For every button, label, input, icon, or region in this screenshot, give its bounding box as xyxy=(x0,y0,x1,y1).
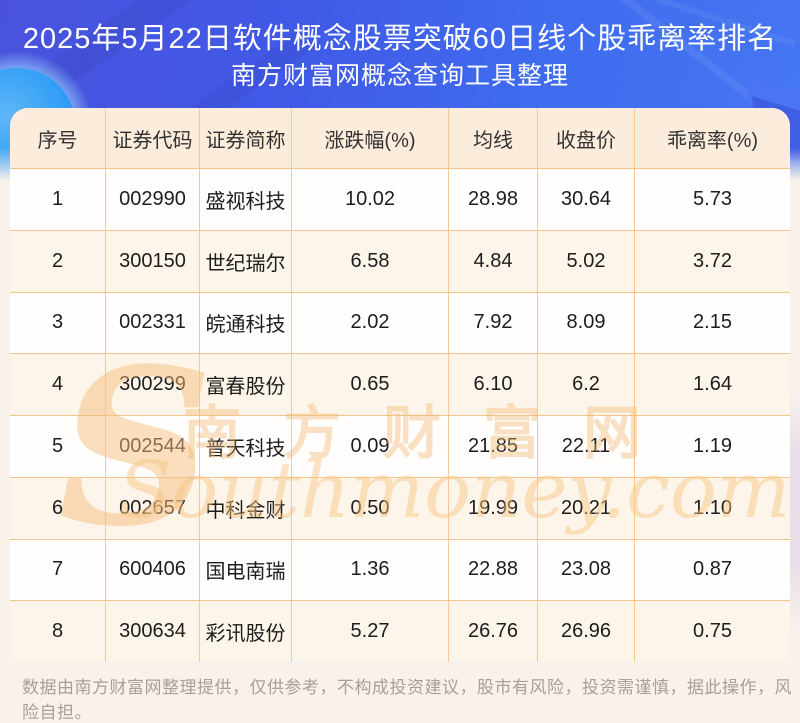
table-cell: 002331 xyxy=(105,292,199,354)
stock-ranking-table: 序号 证券代码 证券简称 涨跌幅(%) 均线 收盘价 乖离率(%) 1 00299… xyxy=(10,108,790,662)
table-cell: 3.72 xyxy=(634,230,790,292)
table-row: 6 002657 中科金财 0.50 19.99 20.21 1.10 xyxy=(10,476,790,539)
table-cell: 21.85 xyxy=(448,416,537,477)
table-cell: 6 xyxy=(51,496,64,519)
title-main: 2025年5月22日软件概念股票突破60日线个股乖离率排名 xyxy=(22,23,778,55)
table-cell: 6.58 xyxy=(291,230,448,292)
header-cell-rank: 序号 xyxy=(37,129,78,152)
table-cell: 30.64 xyxy=(537,169,634,230)
table-row: 3 002331 皖通科技 2.02 7.92 8.09 2.15 xyxy=(10,291,790,354)
table-cell: 0.09 xyxy=(291,416,448,477)
table-cell: 3 xyxy=(51,311,64,334)
table-cell: 600406 xyxy=(105,539,199,601)
table-cell: 1.36 xyxy=(291,539,448,601)
header-cell-code: 证券代码 xyxy=(105,108,199,168)
table-cell: 世纪瑞尔 xyxy=(199,230,291,292)
table-cell: 0.87 xyxy=(634,539,790,601)
table-cell: 7 xyxy=(51,558,64,581)
table-cell: 6.2 xyxy=(537,354,634,415)
table-cell: 002657 xyxy=(105,477,199,539)
table-row: 7 600406 国电南瑞 1.36 22.88 23.08 0.87 xyxy=(10,538,790,601)
table-cell: 5 xyxy=(51,434,64,457)
table-row: 4 300299 富春股份 0.65 6.10 6.2 1.64 xyxy=(10,353,790,415)
header-cell-close: 收盘价 xyxy=(537,108,634,168)
table-cell: 盛视科技 xyxy=(199,169,291,230)
table-cell: 26.76 xyxy=(448,601,537,662)
table-cell: 6.10 xyxy=(448,354,537,415)
table-row: 5 002544 普天科技 0.09 21.85 22.11 1.19 xyxy=(10,415,790,477)
table-cell: 8.09 xyxy=(537,292,634,354)
table-cell: 28.98 xyxy=(448,169,537,230)
table-cell: 8 xyxy=(51,620,64,643)
table-cell: 0.75 xyxy=(634,601,790,662)
table-cell: 1.10 xyxy=(634,477,790,539)
table-body: 1 002990 盛视科技 10.02 28.98 30.64 5.73 2 300150 世纪瑞… xyxy=(10,168,790,662)
table-cell: 皖通科技 xyxy=(199,292,291,354)
table-cell: 中科金财 xyxy=(199,477,291,539)
table-cell: 普天科技 xyxy=(199,416,291,477)
table-cell: 19.99 xyxy=(448,477,537,539)
table-cell: 5.73 xyxy=(634,169,790,230)
table-cell: 2 xyxy=(51,249,64,272)
table-cell: 5.27 xyxy=(291,601,448,662)
table-row: 2 300150 世纪瑞尔 6.58 4.84 5.02 3.72 xyxy=(10,229,790,292)
table-cell: 23.08 xyxy=(537,539,634,601)
table-row: 8 300634 彩讯股份 5.27 26.76 26.96 0.75 xyxy=(10,600,790,662)
table-cell: 4 xyxy=(51,373,64,396)
header-cell-name: 证券简称 xyxy=(199,108,291,168)
table-cell: 1.19 xyxy=(634,416,790,477)
table-cell: 20.21 xyxy=(537,477,634,539)
table-cell: 7.92 xyxy=(448,292,537,354)
title-subtitle: 南方财富网概念查询工具整理 xyxy=(230,62,569,90)
table-cell: 富春股份 xyxy=(199,354,291,415)
table-cell: 5.02 xyxy=(537,230,634,292)
table-cell: 国电南瑞 xyxy=(199,539,291,601)
table-cell: 10.02 xyxy=(291,169,448,230)
header-cell-bias: 乖离率(%) xyxy=(634,108,790,168)
table-cell: 4.84 xyxy=(448,230,537,292)
disclaimer-text: 数据由南方财富网整理提供，仅供参考，不构成投资建议，股市有风险，投资需谨慎，据此… xyxy=(22,678,792,722)
table-cell: 2.15 xyxy=(634,292,790,354)
table-cell: 2.02 xyxy=(291,292,448,354)
table-cell: 0.65 xyxy=(291,354,448,415)
page-title: 2025年5月22日软件概念股票突破60日线个股乖离率排名 南方财富网概念查询工… xyxy=(0,0,800,94)
header-cell-ma: 均线 xyxy=(448,108,537,168)
table-cell: 300150 xyxy=(105,230,199,292)
table-cell: 002544 xyxy=(105,416,199,477)
table-cell: 26.96 xyxy=(537,601,634,662)
table-cell: 1 xyxy=(51,187,64,210)
table-cell: 1.64 xyxy=(634,354,790,415)
table-cell: 300634 xyxy=(105,601,199,662)
table-cell: 彩讯股份 xyxy=(199,601,291,662)
header-cell-change-pct: 涨跌幅(%) xyxy=(291,108,448,168)
table-cell: 300299 xyxy=(105,354,199,415)
table-cell: 002990 xyxy=(105,169,199,230)
table-cell: 22.11 xyxy=(537,416,634,477)
table-row: 1 002990 盛视科技 10.02 28.98 30.64 5.73 xyxy=(10,168,790,230)
table-cell: 0.50 xyxy=(291,477,448,539)
table-header-row: 序号 证券代码 证券简称 涨跌幅(%) 均线 收盘价 乖离率(%) xyxy=(10,108,790,168)
table-cell: 22.88 xyxy=(448,539,537,601)
